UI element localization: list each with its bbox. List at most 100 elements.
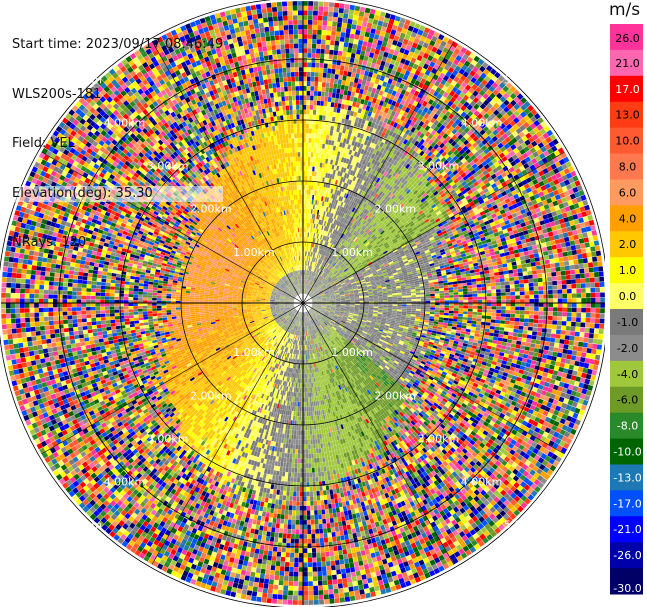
gate-cell	[369, 13, 375, 19]
gate-cell	[347, 91, 351, 96]
gate-cell	[342, 51, 347, 56]
gate-cell	[312, 48, 316, 53]
gate-cell	[516, 261, 521, 265]
gate-cell	[313, 1, 318, 6]
gate-cell	[368, 72, 373, 78]
gate-cell	[305, 214, 307, 219]
gate-cell	[315, 124, 318, 129]
gate-cell	[551, 245, 556, 250]
gate-cell	[315, 167, 318, 172]
gate-cell	[330, 45, 335, 50]
gate-cell	[324, 130, 327, 135]
gate-cell	[303, 81, 307, 86]
gate-cell	[314, 172, 317, 177]
gate-cell	[303, 29, 307, 34]
gate-cell	[323, 11, 328, 16]
gate-cell	[320, 139, 323, 144]
gate-cell	[339, 41, 344, 46]
gate-cell	[352, 68, 357, 73]
gate-cell	[319, 148, 322, 153]
gate-cell	[525, 255, 530, 260]
gate-cell	[532, 245, 537, 250]
gate-cell	[310, 214, 312, 219]
gate-cell	[303, 86, 307, 91]
gate-cell	[322, 30, 327, 35]
gate-cell	[584, 237, 590, 243]
gate-cell	[311, 143, 314, 148]
gate-cell	[330, 107, 334, 112]
gate-cell	[325, 116, 329, 121]
gate-cell	[319, 115, 323, 120]
gate-cell	[303, 1, 308, 6]
gate-cell	[307, 96, 311, 101]
gate-cell	[316, 176, 319, 181]
gate-cell	[306, 228, 307, 233]
gate-cell	[336, 27, 341, 32]
gate-cell	[307, 195, 309, 200]
gate-cell	[345, 33, 350, 38]
gate-cell	[311, 185, 313, 190]
gate-cell	[315, 68, 319, 73]
gate-cell	[358, 40, 363, 45]
gate-cell	[324, 59, 328, 64]
gate-cell	[310, 86, 314, 91]
gate-cell	[317, 139, 320, 144]
gate-cell	[311, 72, 315, 77]
gate-cell	[308, 29, 313, 34]
gate-cell	[307, 176, 309, 181]
gate-cell	[331, 36, 336, 41]
gate-cell	[364, 56, 369, 62]
gate-cell	[593, 235, 599, 241]
gate-cell	[310, 157, 313, 162]
gate-cell	[306, 157, 308, 162]
gate-cell	[341, 104, 345, 109]
gate-cell	[347, 19, 352, 24]
gate-cell	[307, 223, 309, 228]
gate-cell	[329, 50, 334, 55]
gate-cell	[342, 75, 347, 80]
gate-cell	[345, 81, 350, 86]
gate-cell	[308, 20, 313, 25]
gate-cell	[308, 209, 310, 214]
gate-cell	[317, 143, 320, 148]
gate-cell	[505, 252, 510, 256]
gate-cell	[313, 101, 317, 106]
gate-cell	[347, 24, 352, 29]
gate-cell	[310, 204, 312, 209]
gate-cell	[313, 153, 316, 158]
gate-cell	[316, 53, 320, 58]
gate-cell	[313, 115, 316, 120]
gate-cell	[310, 200, 312, 205]
gate-cell	[555, 239, 561, 244]
gate-cell	[552, 249, 557, 254]
gate-cell	[360, 31, 365, 36]
gate-cell	[305, 171, 307, 176]
gate-cell	[322, 82, 326, 87]
gate-cell	[312, 171, 314, 176]
gate-cell	[320, 58, 324, 63]
gate-cell	[519, 252, 524, 257]
gate-cell	[306, 110, 309, 115]
gate-cell	[342, 23, 347, 28]
gate-cell	[313, 11, 318, 16]
gate-cell	[559, 238, 565, 243]
gate-cell	[359, 11, 365, 16]
gate-cell	[346, 57, 351, 62]
gate-cell	[306, 114, 309, 119]
gate-cell	[310, 166, 312, 171]
gate-cell	[349, 10, 354, 15]
gate-cell	[346, 28, 351, 33]
gate-cell	[319, 72, 323, 77]
gate-cell	[317, 96, 321, 101]
gate-cell	[327, 21, 332, 26]
gate-cell	[324, 149, 327, 154]
gate-cell	[326, 30, 331, 35]
gate-cell	[333, 84, 337, 89]
gate-cell	[317, 25, 322, 30]
gate-cell	[312, 200, 314, 205]
gate-cell	[309, 115, 312, 120]
gate-cell	[333, 55, 338, 60]
gate-cell	[311, 148, 314, 153]
gate-cell	[366, 47, 371, 53]
gate-cell	[358, 16, 364, 22]
